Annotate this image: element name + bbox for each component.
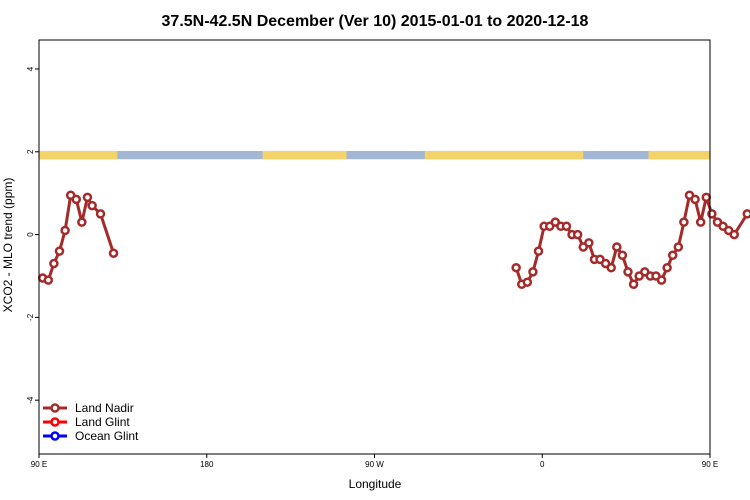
x-axis-label: Longitude xyxy=(349,477,402,491)
land-band-0 xyxy=(39,150,118,160)
data-point-land-nadir-21 xyxy=(561,221,572,232)
data-point-land-nadir-30 xyxy=(612,242,622,252)
data-point-land-nadir-51 xyxy=(729,229,739,240)
data-point-land-nadir-23 xyxy=(572,229,583,240)
y-tick-label-2: 0 xyxy=(26,232,35,237)
land-band-2 xyxy=(424,150,584,160)
data-point-land-nadir-12 xyxy=(511,262,521,273)
data-point-land-nadir-32 xyxy=(623,267,633,277)
data-point-land-nadir-6 xyxy=(71,194,82,205)
legend-marker-land-glint xyxy=(50,417,60,427)
legend-label-land-nadir: Land Nadir xyxy=(75,401,134,415)
data-point-land-nadir-25 xyxy=(584,238,594,248)
data-point-land-nadir-33 xyxy=(628,279,639,290)
y-tick-label-4: 4 xyxy=(26,66,35,71)
x-tick-label-0: 90 E xyxy=(31,460,47,469)
data-point-land-nadir-29 xyxy=(606,262,616,273)
series-land-nadir xyxy=(37,190,750,290)
data-point-land-nadir-3 xyxy=(54,246,65,256)
data-point-land-nadir-52 xyxy=(742,209,750,219)
data-point-land-nadir-9 xyxy=(87,200,97,211)
legend-label-ocean-glint: Ocean Glint xyxy=(75,429,139,443)
chart-title: 37.5N-42.5N December (Ver 10) 2015-01-01… xyxy=(162,13,589,30)
data-point-land-nadir-15 xyxy=(528,267,538,277)
data-point-land-nadir-14 xyxy=(522,277,533,287)
axis-ticks: 90 E 180 90 W 0 90 E -4 -2 0 2 4 xyxy=(26,66,718,469)
land-band-3 xyxy=(648,150,710,160)
ocean-band xyxy=(39,150,710,160)
data-series-layer xyxy=(37,190,750,290)
data-point-land-nadir-10 xyxy=(95,209,106,219)
x-tick-label-3: 0 xyxy=(540,460,545,469)
data-point-land-nadir-7 xyxy=(77,217,87,227)
data-point-land-nadir-40 xyxy=(667,250,678,261)
y-axis-label: XCO2 - MLO trend (ppm) xyxy=(1,178,15,313)
x-tick-label-4: 90 E xyxy=(702,460,718,469)
y-tick-label-0: -4 xyxy=(26,396,35,404)
data-point-land-nadir-47 xyxy=(707,209,717,219)
data-point-land-nadir-41 xyxy=(673,242,684,252)
data-point-land-nadir-1 xyxy=(43,275,54,285)
data-point-land-nadir-16 xyxy=(533,246,544,256)
x-tick-label-1: 180 xyxy=(200,460,214,469)
legend-marker-land-nadir xyxy=(50,403,60,413)
data-point-land-nadir-39 xyxy=(662,262,672,273)
x-tick-label-2: 90 W xyxy=(365,460,384,469)
land-band-1 xyxy=(262,150,347,160)
data-point-land-nadir-42 xyxy=(679,217,689,227)
data-point-land-nadir-45 xyxy=(695,217,706,227)
data-point-land-nadir-4 xyxy=(60,225,70,236)
legend: Land Nadir Land Glint Ocean Glint xyxy=(43,401,139,443)
legend-marker-ocean-glint xyxy=(50,431,60,441)
data-point-land-nadir-8 xyxy=(82,192,93,203)
data-point-land-nadir-11 xyxy=(108,248,119,258)
land-ocean-mask xyxy=(39,150,710,160)
data-point-land-nadir-46 xyxy=(701,192,712,203)
data-point-land-nadir-44 xyxy=(690,194,700,205)
legend-label-land-glint: Land Glint xyxy=(75,415,130,429)
data-point-land-nadir-2 xyxy=(49,258,59,269)
data-point-land-nadir-31 xyxy=(617,250,628,261)
y-tick-label-1: -2 xyxy=(26,313,35,321)
plot-frame xyxy=(38,39,711,455)
y-tick-label-3: 2 xyxy=(26,149,35,154)
data-point-land-nadir-38 xyxy=(656,275,667,285)
